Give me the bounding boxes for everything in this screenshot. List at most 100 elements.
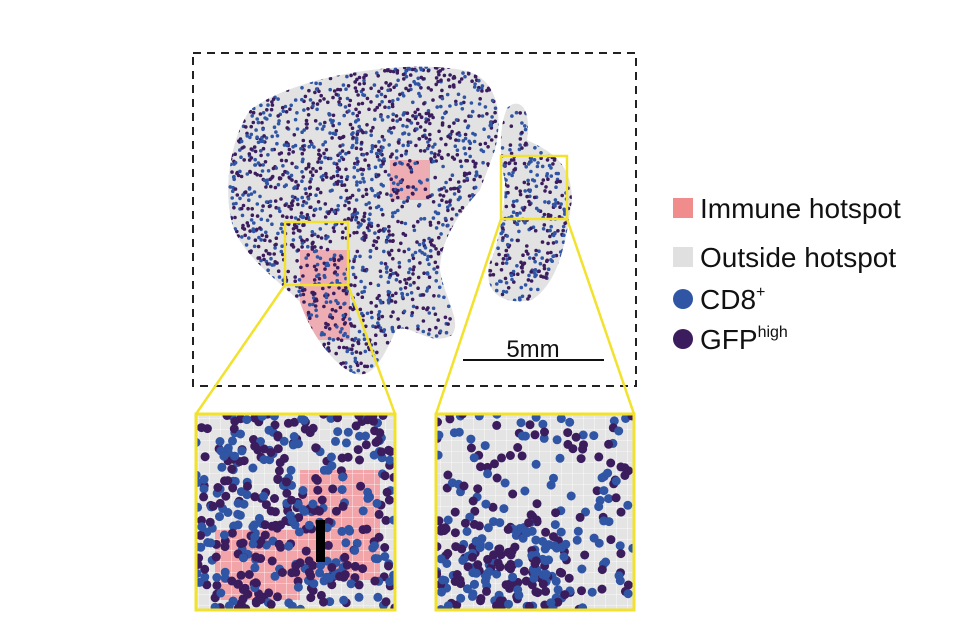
cell [538, 419, 548, 429]
cell [254, 92, 258, 97]
cell [560, 193, 564, 198]
cell [385, 340, 390, 345]
cell [238, 169, 242, 174]
cell [465, 349, 469, 354]
cell [275, 134, 280, 138]
cell [467, 262, 472, 266]
cell [451, 186, 456, 191]
cell [326, 341, 331, 346]
cell [497, 376, 501, 380]
cell [504, 290, 509, 294]
cell [230, 416, 240, 426]
cell [544, 371, 548, 375]
cell [243, 332, 247, 337]
cell [447, 269, 451, 273]
cell [400, 204, 405, 209]
cell [229, 72, 234, 76]
cell [323, 120, 327, 125]
cell [368, 249, 373, 253]
cell [240, 97, 245, 102]
cell [421, 329, 426, 334]
cell [297, 289, 302, 294]
cell [416, 76, 421, 81]
cell [538, 71, 543, 76]
cell [433, 152, 437, 156]
cell [375, 154, 380, 159]
cell [364, 192, 369, 196]
cell [566, 74, 570, 79]
cell [372, 83, 377, 87]
cell [444, 330, 449, 335]
cell [236, 251, 241, 255]
cell [286, 73, 291, 78]
cell [234, 201, 238, 206]
cell [317, 152, 321, 157]
cell [451, 341, 455, 346]
cell [258, 226, 262, 230]
cell [287, 363, 291, 368]
cell [253, 361, 257, 366]
cell [467, 324, 471, 329]
cell [530, 178, 535, 182]
cell [507, 172, 511, 176]
cell [228, 61, 232, 65]
cell [363, 379, 367, 383]
cell [367, 201, 371, 205]
cell [456, 59, 460, 63]
cell [258, 112, 263, 116]
cell [339, 179, 344, 184]
cell [407, 270, 411, 275]
cell [290, 178, 294, 182]
cell [549, 91, 553, 96]
cell [396, 337, 400, 342]
cell [235, 102, 239, 107]
cell [463, 74, 467, 79]
cell [308, 170, 313, 174]
cell [474, 207, 478, 211]
cell [422, 216, 427, 221]
cell [278, 209, 282, 214]
cell [577, 564, 587, 574]
cell [561, 306, 566, 311]
cell [411, 185, 416, 189]
cell [503, 381, 507, 385]
cell [412, 228, 417, 233]
cell [272, 125, 277, 129]
cell [349, 283, 353, 287]
cell [228, 483, 238, 493]
cell [375, 350, 379, 355]
cell [489, 72, 494, 77]
cell [315, 102, 320, 106]
cell [352, 231, 356, 235]
cell [549, 63, 553, 67]
cell [521, 73, 525, 78]
tissue [228, 59, 573, 385]
cell [301, 175, 306, 179]
cell [421, 306, 426, 311]
cell [242, 324, 247, 328]
cell [545, 172, 550, 176]
cell [302, 108, 306, 112]
cell [526, 381, 530, 385]
cell [543, 275, 548, 280]
cell [350, 145, 354, 150]
cell [433, 175, 438, 180]
cell [470, 200, 475, 205]
cell [481, 315, 486, 319]
cell [345, 196, 350, 201]
cell [241, 193, 245, 197]
cell [569, 321, 573, 326]
cell [344, 291, 349, 296]
cell [255, 348, 259, 352]
cell [213, 483, 223, 492]
cell [457, 189, 461, 193]
cell [373, 341, 378, 346]
cell [408, 276, 412, 281]
cell [561, 224, 566, 229]
cell [354, 378, 358, 382]
cell [256, 340, 260, 344]
cell [280, 222, 284, 226]
cell [379, 274, 383, 279]
cell [455, 313, 459, 318]
cell [319, 76, 324, 80]
